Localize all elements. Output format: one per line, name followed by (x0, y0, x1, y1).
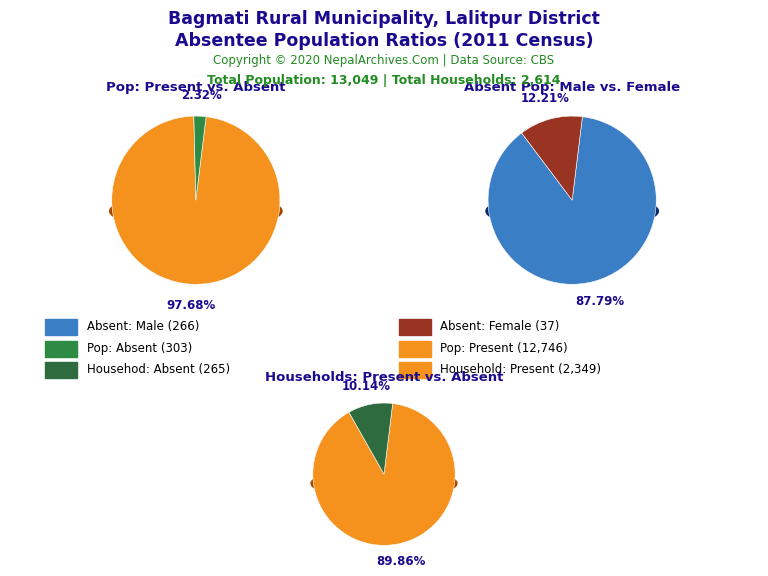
Wedge shape (111, 116, 280, 285)
Text: 12.21%: 12.21% (521, 92, 569, 105)
Text: Absent: Male (266): Absent: Male (266) (87, 320, 199, 333)
Bar (45, 362, 77, 378)
Text: Total Population: 13,049 | Total Households: 2,614: Total Population: 13,049 | Total Househo… (207, 74, 561, 87)
Ellipse shape (311, 468, 457, 498)
Text: Absent: Female (37): Absent: Female (37) (441, 320, 560, 333)
Title: Pop: Present vs. Absent: Pop: Present vs. Absent (106, 81, 286, 94)
Wedge shape (488, 117, 657, 285)
Wedge shape (194, 116, 206, 200)
Text: Absentee Population Ratios (2011 Census): Absentee Population Ratios (2011 Census) (174, 32, 594, 50)
Title: Absent Pop: Male vs. Female: Absent Pop: Male vs. Female (464, 81, 680, 94)
Text: 87.79%: 87.79% (574, 295, 624, 308)
Text: 97.68%: 97.68% (166, 299, 215, 312)
Text: 10.14%: 10.14% (342, 380, 391, 393)
Bar (45, 320, 77, 335)
Text: Household: Present (2,349): Household: Present (2,349) (441, 363, 601, 376)
Ellipse shape (486, 194, 658, 229)
Text: Pop: Absent (303): Pop: Absent (303) (87, 342, 192, 355)
Bar (399, 341, 431, 357)
Ellipse shape (110, 194, 282, 229)
Text: Copyright © 2020 NepalArchives.Com | Data Source: CBS: Copyright © 2020 NepalArchives.Com | Dat… (214, 54, 554, 67)
Wedge shape (349, 403, 392, 474)
Title: Households: Present vs. Absent: Households: Present vs. Absent (265, 371, 503, 384)
Bar (399, 320, 431, 335)
Wedge shape (313, 404, 455, 545)
Text: 2.32%: 2.32% (180, 89, 221, 102)
Text: Pop: Present (12,746): Pop: Present (12,746) (441, 342, 568, 355)
Text: Househod: Absent (265): Househod: Absent (265) (87, 363, 230, 376)
Text: Bagmati Rural Municipality, Lalitpur District: Bagmati Rural Municipality, Lalitpur Dis… (168, 10, 600, 28)
Text: 89.86%: 89.86% (376, 555, 426, 568)
Wedge shape (521, 116, 582, 200)
Bar (399, 362, 431, 378)
Bar (45, 341, 77, 357)
